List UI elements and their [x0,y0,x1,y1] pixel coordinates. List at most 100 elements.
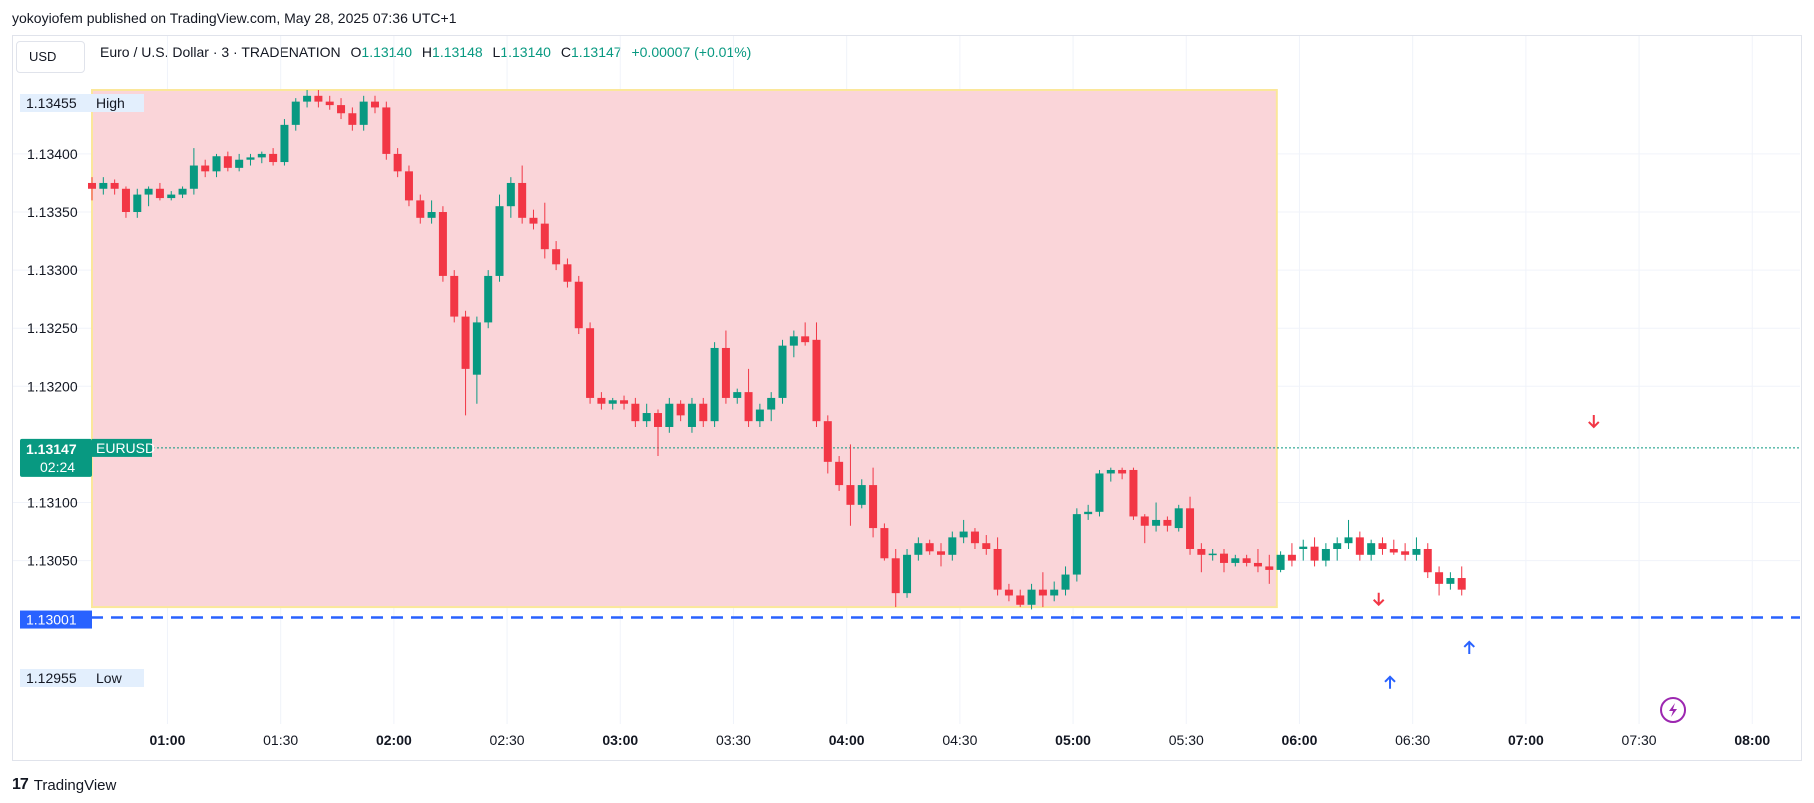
candle-body[interactable] [665,403,674,427]
candle-body[interactable] [891,558,900,594]
candle-body[interactable] [563,264,572,282]
candle-body[interactable] [223,156,232,168]
candle-body[interactable] [167,194,176,199]
candle-body[interactable] [337,105,346,114]
candle-body[interactable] [280,124,289,163]
candle-body[interactable] [506,182,515,207]
candle-body[interactable] [744,392,753,422]
currency-button[interactable]: USD [16,41,85,73]
candle-body[interactable] [303,95,312,102]
candle-body[interactable] [382,107,391,154]
high-low-zone[interactable] [91,89,1278,609]
candle-body[interactable] [269,153,278,163]
candle-body[interactable] [1220,553,1228,563]
candle-body[interactable] [767,397,776,410]
tradingview-logo[interactable]: 17 TradingView [12,776,116,794]
candle-body[interactable] [1174,508,1183,529]
candle-body[interactable] [687,403,696,427]
candle-body[interactable] [903,554,912,594]
candle-body[interactable] [325,101,334,106]
candle-body[interactable] [1061,574,1070,590]
candle-body[interactable] [144,188,153,195]
candle-body[interactable] [710,347,719,422]
candle-body[interactable] [597,397,606,404]
candle-body[interactable] [1287,554,1296,561]
candle-body[interactable] [291,101,300,125]
candle-body[interactable] [472,322,481,375]
candle-body[interactable] [925,543,934,552]
candle-body[interactable] [699,403,708,422]
candle-body[interactable] [1253,562,1262,567]
candle-body[interactable] [1152,519,1161,526]
candle-body[interactable] [1004,589,1013,596]
candle-body[interactable] [1435,572,1444,584]
candle-body[interactable] [404,171,413,201]
candle-body[interactable] [586,328,595,398]
candle-body[interactable] [812,339,821,422]
candle-body[interactable] [393,153,402,172]
candle-body[interactable] [121,188,130,213]
candle-body[interactable] [1401,551,1410,555]
candle-body[interactable] [88,182,96,189]
candle-body[interactable] [835,461,844,486]
candle-body[interactable] [438,212,447,276]
candle-body[interactable] [1106,469,1115,474]
candle-body[interactable] [1208,553,1217,556]
candle-body[interactable] [1412,548,1421,555]
candle-body[interactable] [189,165,198,189]
candle-body[interactable] [608,400,617,404]
candle-body[interactable] [178,188,187,195]
candle-body[interactable] [676,403,685,416]
candle-body[interactable] [416,200,425,218]
candle-body[interactable] [869,485,878,529]
candle-body[interactable] [110,182,119,189]
candle-body[interactable] [1321,548,1330,561]
candle-body[interactable] [1129,469,1138,517]
candle-body[interactable] [959,531,968,538]
candle-body[interactable] [733,392,742,398]
candle-body[interactable] [755,409,764,422]
candle-body[interactable] [552,249,561,265]
candle-body[interactable] [495,206,504,276]
candle-body[interactable] [1423,548,1432,573]
candle-body[interactable] [823,421,832,462]
candle-body[interactable] [1389,548,1398,553]
candle-body[interactable] [1378,543,1387,549]
candle-body[interactable] [993,548,1002,590]
candle-body[interactable] [133,194,142,213]
candle-body[interactable] [631,403,640,422]
candle-body[interactable] [235,159,244,168]
candle-body[interactable] [540,223,549,250]
candle-body[interactable] [1016,595,1025,605]
candle-body[interactable] [314,95,323,102]
candle-body[interactable] [359,101,368,125]
candle-body[interactable] [1095,473,1104,512]
candle-body[interactable] [99,182,108,189]
candle-body[interactable] [789,336,798,346]
candle-body[interactable] [1050,589,1059,596]
candle-body[interactable] [1231,558,1240,563]
candle-body[interactable] [1276,554,1285,570]
candle-body[interactable] [880,528,889,559]
candle-body[interactable] [1265,566,1274,570]
candle-body[interactable] [1118,469,1127,474]
candle-body[interactable] [801,336,810,343]
candle-body[interactable] [970,531,979,544]
candle-body[interactable] [1446,578,1455,584]
candle-body[interactable] [1310,546,1319,561]
candle-body[interactable] [518,182,527,218]
candle-body[interactable] [484,275,493,323]
candle-body[interactable] [1242,558,1251,563]
candle-body[interactable] [1197,548,1206,555]
candle-body[interactable] [948,537,957,555]
candle-body[interactable] [1367,543,1376,555]
candle-body[interactable] [1084,511,1093,515]
candle-body[interactable] [914,543,923,555]
candle-body[interactable] [778,345,787,398]
candle-body[interactable] [529,217,538,224]
candle-body[interactable] [1299,546,1308,549]
candle-body[interactable] [642,413,651,422]
candle-body[interactable] [574,281,583,329]
candle-body[interactable] [1186,508,1195,549]
candle-body[interactable] [246,157,255,160]
